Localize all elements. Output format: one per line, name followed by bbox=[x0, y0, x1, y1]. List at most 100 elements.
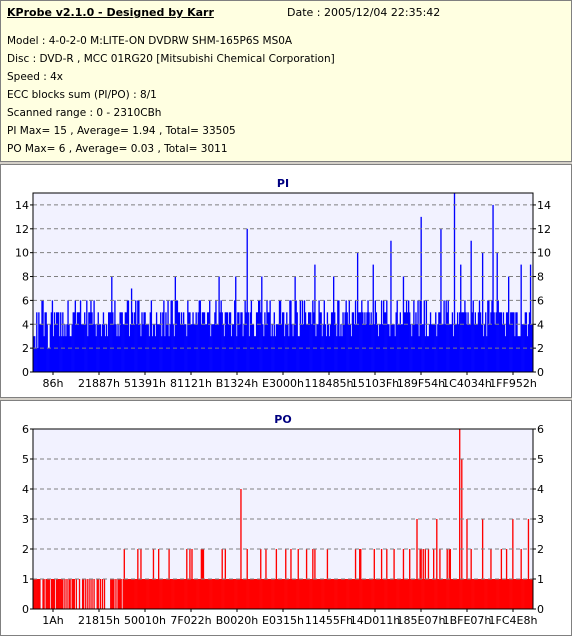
bar bbox=[508, 276, 510, 372]
bar bbox=[309, 312, 311, 372]
bar bbox=[141, 312, 143, 372]
bar bbox=[262, 324, 264, 372]
bar bbox=[135, 300, 137, 372]
bar bbox=[205, 579, 208, 609]
bar bbox=[270, 579, 272, 609]
y-tick-label-left: 4 bbox=[22, 483, 29, 496]
bar bbox=[518, 336, 520, 372]
bar bbox=[67, 300, 69, 372]
bar bbox=[58, 579, 60, 609]
x-tick-label: 7F022h bbox=[170, 614, 211, 627]
bar bbox=[415, 579, 417, 609]
bar bbox=[319, 579, 321, 609]
bar bbox=[505, 312, 508, 372]
bar bbox=[434, 579, 436, 609]
bar bbox=[495, 312, 497, 372]
y-tick-label-right: 2 bbox=[537, 543, 544, 556]
bar bbox=[314, 264, 316, 372]
bar bbox=[254, 579, 257, 609]
bar bbox=[302, 324, 305, 372]
bar bbox=[299, 579, 302, 609]
bar bbox=[208, 312, 210, 372]
po-summary-line: PO Max= 6 , Average= 0.03 , Total= 3011 bbox=[7, 143, 228, 155]
bar bbox=[72, 312, 74, 372]
bar bbox=[215, 579, 217, 609]
bar bbox=[133, 579, 135, 609]
bar bbox=[312, 300, 314, 372]
bar bbox=[486, 336, 488, 372]
bar bbox=[191, 324, 193, 372]
bar bbox=[524, 579, 527, 609]
bar bbox=[348, 579, 350, 609]
bar bbox=[454, 579, 457, 609]
bar bbox=[296, 579, 298, 609]
x-tick-label: B0020h bbox=[216, 614, 259, 627]
bar bbox=[386, 300, 388, 372]
bar bbox=[249, 312, 252, 372]
bar bbox=[337, 579, 339, 609]
bar bbox=[383, 579, 385, 609]
bar bbox=[391, 579, 393, 609]
y-tick-label-left: 5 bbox=[22, 453, 29, 466]
bar bbox=[106, 336, 109, 372]
bar bbox=[334, 579, 336, 609]
bar bbox=[119, 312, 121, 372]
bar bbox=[138, 579, 140, 609]
y-tick-label-left: 8 bbox=[22, 271, 29, 284]
bar bbox=[512, 519, 514, 609]
bar bbox=[461, 312, 463, 372]
bar bbox=[375, 312, 378, 372]
bar bbox=[209, 579, 211, 609]
bar bbox=[275, 324, 278, 372]
bar bbox=[296, 312, 298, 372]
bar bbox=[477, 312, 480, 372]
bar bbox=[111, 579, 113, 609]
bar bbox=[124, 579, 127, 609]
bar bbox=[121, 312, 123, 372]
bar bbox=[303, 579, 306, 609]
bar bbox=[108, 312, 110, 372]
bar bbox=[348, 300, 350, 372]
bar bbox=[46, 579, 48, 609]
bar bbox=[128, 336, 131, 372]
bar bbox=[81, 579, 84, 609]
bar bbox=[273, 579, 275, 609]
bar bbox=[283, 312, 285, 372]
bar bbox=[356, 252, 359, 372]
bar bbox=[56, 312, 59, 372]
x-tick-label: 50010h bbox=[124, 614, 166, 627]
bar bbox=[250, 579, 253, 609]
bar bbox=[76, 312, 79, 372]
bar bbox=[248, 336, 250, 372]
bar bbox=[375, 579, 378, 609]
bar bbox=[284, 579, 286, 609]
bar bbox=[377, 579, 380, 609]
bar bbox=[127, 579, 130, 609]
bar bbox=[264, 579, 266, 609]
bar bbox=[367, 300, 369, 372]
bar bbox=[488, 579, 490, 609]
bar bbox=[61, 579, 63, 609]
bar bbox=[418, 579, 420, 609]
bar bbox=[274, 579, 277, 609]
bar bbox=[342, 579, 344, 609]
bar bbox=[352, 579, 355, 609]
bar bbox=[474, 312, 477, 372]
bar bbox=[459, 429, 461, 609]
bar bbox=[506, 579, 509, 609]
bars-group bbox=[33, 193, 534, 372]
bar bbox=[436, 336, 438, 372]
bar bbox=[155, 579, 158, 609]
bar bbox=[176, 579, 179, 609]
bar bbox=[210, 579, 212, 609]
x-tick-label: 1FC4E8h bbox=[489, 614, 538, 627]
x-tick-label: 51391h bbox=[124, 377, 166, 390]
bar bbox=[249, 579, 252, 609]
y-tick-label-right: 14 bbox=[537, 199, 551, 212]
bar bbox=[195, 312, 197, 372]
bar bbox=[491, 579, 493, 609]
bar bbox=[406, 312, 409, 372]
bar bbox=[502, 579, 505, 609]
bar bbox=[210, 336, 212, 372]
bar bbox=[395, 312, 397, 372]
